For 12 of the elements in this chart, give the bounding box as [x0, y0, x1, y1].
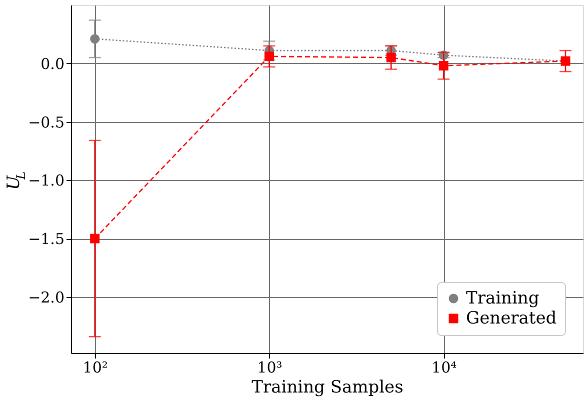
- y-tick-label: −0.5: [28, 113, 64, 132]
- y-tick-label: −2.0: [28, 288, 64, 306]
- x-tick-label: 10⁴: [432, 358, 457, 376]
- x-tick-label: 10³: [257, 358, 282, 376]
- x-tick-label: 10²: [82, 358, 108, 376]
- legend-label: Training: [466, 288, 540, 308]
- y-axis-title: UL: [4, 171, 28, 190]
- legend-label: Generated: [466, 308, 557, 328]
- y-tick-label: −1.5: [28, 230, 64, 248]
- y-tick-label: −1.0: [28, 172, 64, 190]
- x-axis-title: Training Samples: [252, 378, 404, 398]
- y-tick-label: 0.0: [40, 54, 64, 73]
